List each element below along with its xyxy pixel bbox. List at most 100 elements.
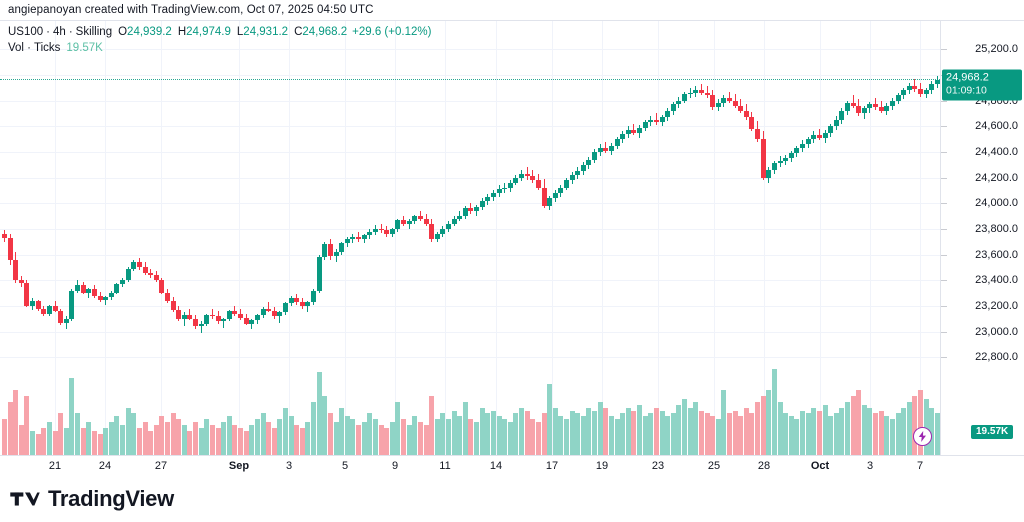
volume-bar — [7, 401, 13, 455]
price-axis-label: 24,400.0 — [975, 145, 1018, 158]
attribution-text: angiepanoyan created with TradingView.co… — [8, 4, 374, 16]
vertical-gridline — [345, 21, 346, 455]
candlestick — [918, 89, 924, 95]
time-axis-label: 7 — [916, 460, 924, 472]
volume-bar — [417, 422, 423, 455]
candlestick — [164, 293, 170, 301]
candlestick — [597, 148, 603, 152]
last-price-badge[interactable]: 24,968.2 01:09:10 — [942, 69, 1022, 101]
candlestick — [693, 90, 699, 93]
price-chart-plot-area[interactable] — [0, 21, 940, 455]
candlestick — [614, 139, 620, 146]
time-axis-label: 27 — [154, 460, 168, 472]
candlestick — [552, 193, 558, 199]
volume-bar — [833, 413, 839, 455]
candlestick — [901, 90, 907, 96]
price-axis-label: 22,800.0 — [975, 351, 1018, 364]
candlestick — [659, 117, 665, 123]
volume-bar — [496, 416, 502, 455]
volume-bar — [176, 419, 182, 455]
volume-bar — [277, 419, 283, 455]
horizontal-gridline — [0, 357, 940, 359]
candlestick — [524, 173, 530, 177]
price-axis-tick — [941, 305, 947, 307]
volume-bar — [710, 416, 716, 455]
candlestick — [704, 92, 710, 96]
price-axis-tick — [941, 177, 947, 179]
candlestick — [215, 316, 221, 322]
vertical-gridline — [55, 21, 56, 455]
candlestick — [108, 293, 114, 297]
price-axis[interactable]: 25,200.025,000.024,800.024,600.024,400.0… — [940, 21, 1024, 455]
candlestick — [749, 117, 755, 129]
volume-bar — [625, 407, 631, 455]
volume-bar — [356, 425, 362, 455]
candlestick — [822, 132, 828, 138]
price-axis-tick — [941, 203, 947, 205]
volume-bar — [839, 407, 845, 455]
price-axis-label: 23,800.0 — [975, 222, 1018, 235]
candlestick — [114, 284, 120, 294]
volume-bar — [30, 431, 36, 455]
candle-wick — [234, 305, 236, 317]
candle-wick — [189, 308, 191, 321]
candlestick — [103, 296, 109, 300]
candlestick — [204, 314, 210, 324]
volume-bar — [97, 434, 103, 455]
candle-wick — [605, 141, 607, 154]
candlestick — [254, 314, 260, 321]
price-axis-label: 24,200.0 — [975, 171, 1018, 184]
volume-bar — [519, 407, 525, 455]
candlestick — [580, 164, 586, 172]
candlestick — [372, 228, 378, 232]
candle-wick — [183, 312, 185, 327]
time-axis-label: 28 — [757, 460, 771, 472]
volume-bar — [575, 413, 581, 455]
candlestick — [356, 236, 362, 240]
candlestick — [502, 187, 508, 190]
volume-bar — [704, 413, 710, 455]
candle-wick — [700, 83, 702, 96]
volume-bar — [816, 410, 822, 455]
volume-bar — [75, 413, 81, 455]
candlestick — [322, 244, 328, 258]
vertical-gridline — [602, 21, 603, 455]
candle-wick — [279, 311, 281, 323]
vertical-gridline — [658, 21, 659, 455]
vertical-gridline — [161, 21, 162, 455]
lightning-bolt-icon[interactable] — [913, 427, 932, 446]
price-axis-tick — [941, 100, 947, 102]
volume-value-badge[interactable]: 19.57K — [971, 425, 1014, 439]
candlestick — [620, 133, 626, 140]
time-axis-label: 3 — [285, 460, 293, 472]
vertical-gridline — [239, 21, 240, 455]
time-axis[interactable]: 21 24 27 Sep 3 5 9 11 14 17 19 23 25 28 Oct 3 7 — [0, 455, 1024, 476]
vertical-gridline — [870, 21, 871, 455]
candlestick — [490, 193, 496, 197]
candlestick — [586, 159, 592, 165]
volume-bar — [777, 401, 783, 455]
volume-bar — [13, 389, 19, 455]
volume-bar — [153, 425, 159, 455]
candle-wick — [914, 78, 916, 92]
volume-bar — [732, 410, 738, 455]
volume-bar — [822, 404, 828, 455]
volume-bar — [322, 395, 328, 455]
candlestick — [811, 135, 817, 140]
candlestick — [243, 317, 249, 324]
candle-wick — [880, 100, 882, 114]
tradingview-mark-icon — [10, 492, 40, 506]
candlestick — [97, 295, 103, 300]
candlestick — [440, 228, 446, 235]
volume-bar — [344, 416, 350, 455]
volume-bar — [260, 413, 266, 455]
candlestick — [13, 259, 19, 281]
candlestick — [46, 305, 52, 314]
volume-bar — [923, 398, 929, 455]
volume-bar — [170, 413, 176, 455]
volume-bar — [120, 425, 126, 455]
price-axis-tick — [941, 357, 947, 359]
volume-bar — [479, 407, 485, 455]
volume-bar — [934, 413, 940, 455]
candlestick — [193, 318, 199, 327]
